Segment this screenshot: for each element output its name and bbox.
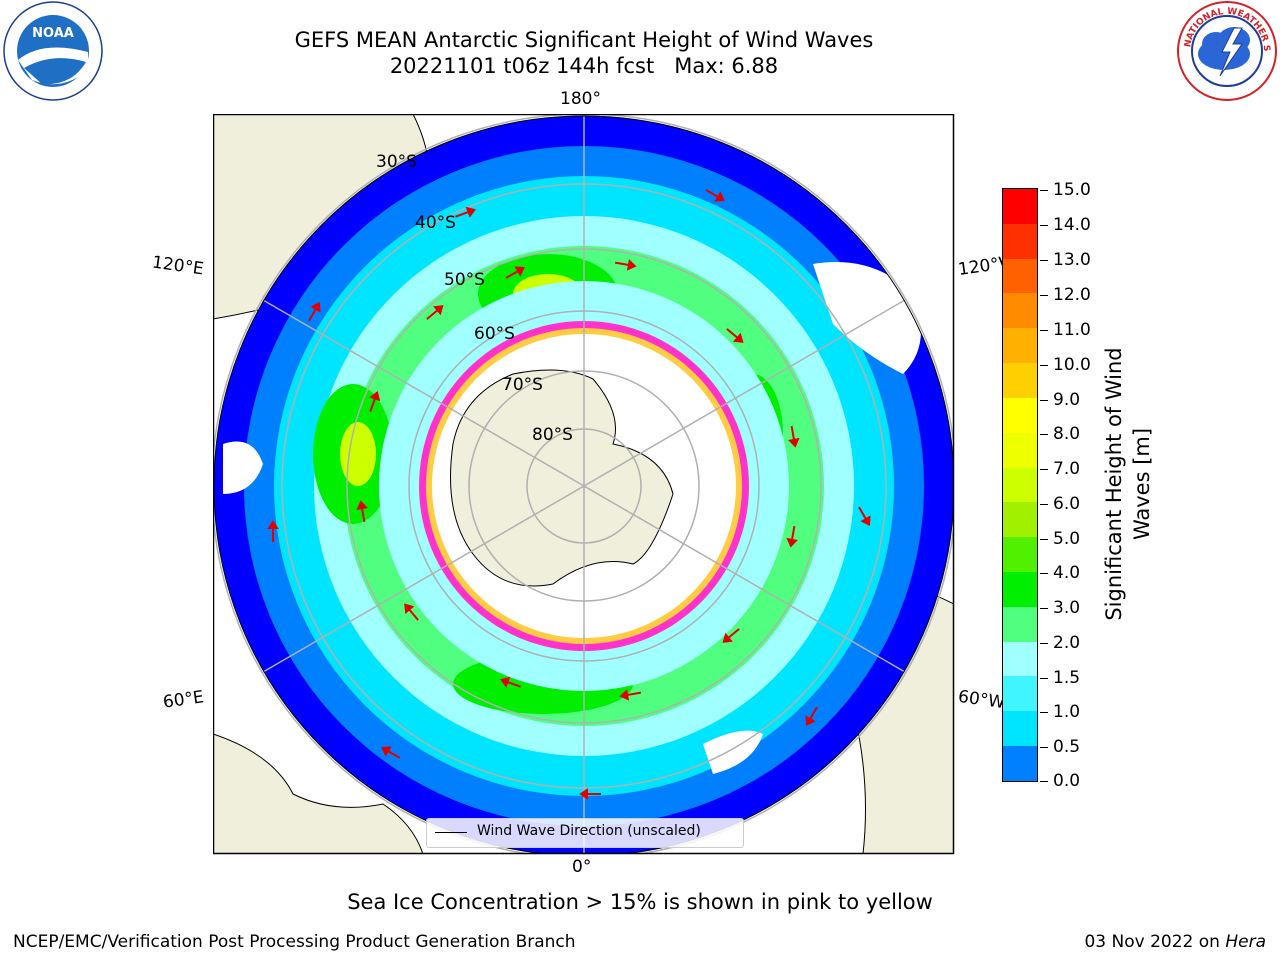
colorbar-segment	[1003, 537, 1037, 572]
map-frame	[213, 114, 955, 855]
colorbar-tick: 5.0	[1040, 529, 1080, 549]
noaa-logo-text: NOAA	[32, 26, 74, 41]
lon-label-0: 0°	[572, 857, 592, 877]
colorbar-segment	[1003, 328, 1037, 364]
colorbar-tick: 13.0	[1040, 250, 1091, 270]
lat-label-70s: 70°S	[502, 375, 543, 395]
machine-name: Hera	[1225, 932, 1266, 952]
lon-label-180: 180°	[560, 89, 601, 109]
colorbar-tick: 11.0	[1040, 320, 1091, 340]
colorbar-tick: 1.0	[1040, 702, 1080, 722]
lon-label-60e: 60°E	[161, 687, 206, 713]
lat-label-80s: 80°S	[532, 425, 573, 445]
colorbar-tick: 6.0	[1040, 494, 1080, 514]
ice-note: Sea Ice Concentration > 15% is shown in …	[347, 890, 933, 914]
colorbar-segment	[1003, 223, 1037, 259]
colorbar-tick: 3.0	[1040, 598, 1080, 618]
colorbar-segment	[1003, 432, 1037, 468]
colorbar-segment	[1003, 571, 1037, 607]
colorbar-tick: 7.0	[1040, 459, 1080, 479]
colorbar-tick: 4.0	[1040, 563, 1080, 583]
lon-label-120e: 120°E	[150, 252, 205, 280]
noaa-logo: NOAA	[3, 1, 103, 101]
colorbar-tick: 12.0	[1040, 285, 1091, 305]
legend-line-swatch	[435, 832, 467, 833]
colorbar-tick: 0.5	[1040, 737, 1080, 757]
date-stamp: 03 Nov 2022 on Hera	[1084, 932, 1266, 952]
colorbar-segment	[1003, 746, 1037, 781]
colorbar-tick: 15.0	[1040, 180, 1091, 200]
colorbar-tick: 2.0	[1040, 633, 1080, 653]
lat-label-30s: 30°S	[376, 152, 417, 172]
colorbar-segment	[1003, 641, 1037, 677]
colorbar-segment	[1003, 711, 1037, 746]
colorbar-segment	[1003, 363, 1037, 398]
colorbar-segment	[1003, 467, 1037, 503]
colorbar-segment	[1003, 676, 1037, 712]
lat-label-50s: 50°S	[444, 270, 485, 290]
colorbar	[1002, 188, 1038, 782]
lon-label-60w: 60°W	[956, 686, 1007, 714]
lat-label-40s: 40°S	[415, 213, 456, 233]
colorbar-tick: 0.0	[1040, 771, 1080, 791]
colorbar-segment	[1003, 606, 1037, 642]
colorbar-tick: 8.0	[1040, 424, 1080, 444]
lat-label-60s: 60°S	[474, 324, 515, 344]
colorbar-segment	[1003, 397, 1037, 433]
colorbar-segment	[1003, 502, 1037, 538]
colorbar-tick: 9.0	[1040, 390, 1080, 410]
colorbar-segment	[1003, 189, 1037, 224]
title-line-1: GEFS MEAN Antarctic Significant Height o…	[294, 28, 874, 52]
nws-logo: NATIONAL WEATHER SERVICE	[1176, 0, 1277, 101]
colorbar-tick: 10.0	[1040, 355, 1091, 375]
map-panel	[213, 114, 955, 855]
colorbar-tick: 1.5	[1040, 668, 1080, 688]
wind-arrows	[267, 189, 871, 800]
africa-land	[213, 733, 424, 854]
colorbar-segment	[1003, 293, 1037, 329]
legend-label: Wind Wave Direction (unscaled)	[477, 823, 701, 839]
colorbar-segment	[1003, 258, 1037, 294]
colorbar-tick: 14.0	[1040, 215, 1091, 235]
colorbar-title: Significant Height of Wind Waves [m]	[1102, 347, 1154, 621]
title-line-2: 20221101 t06z 144h fcst Max: 6.88	[389, 54, 779, 78]
map-legend: Wind Wave Direction (unscaled)	[426, 818, 744, 848]
credit-left: NCEP/EMC/Verification Post Processing Pr…	[13, 932, 576, 952]
